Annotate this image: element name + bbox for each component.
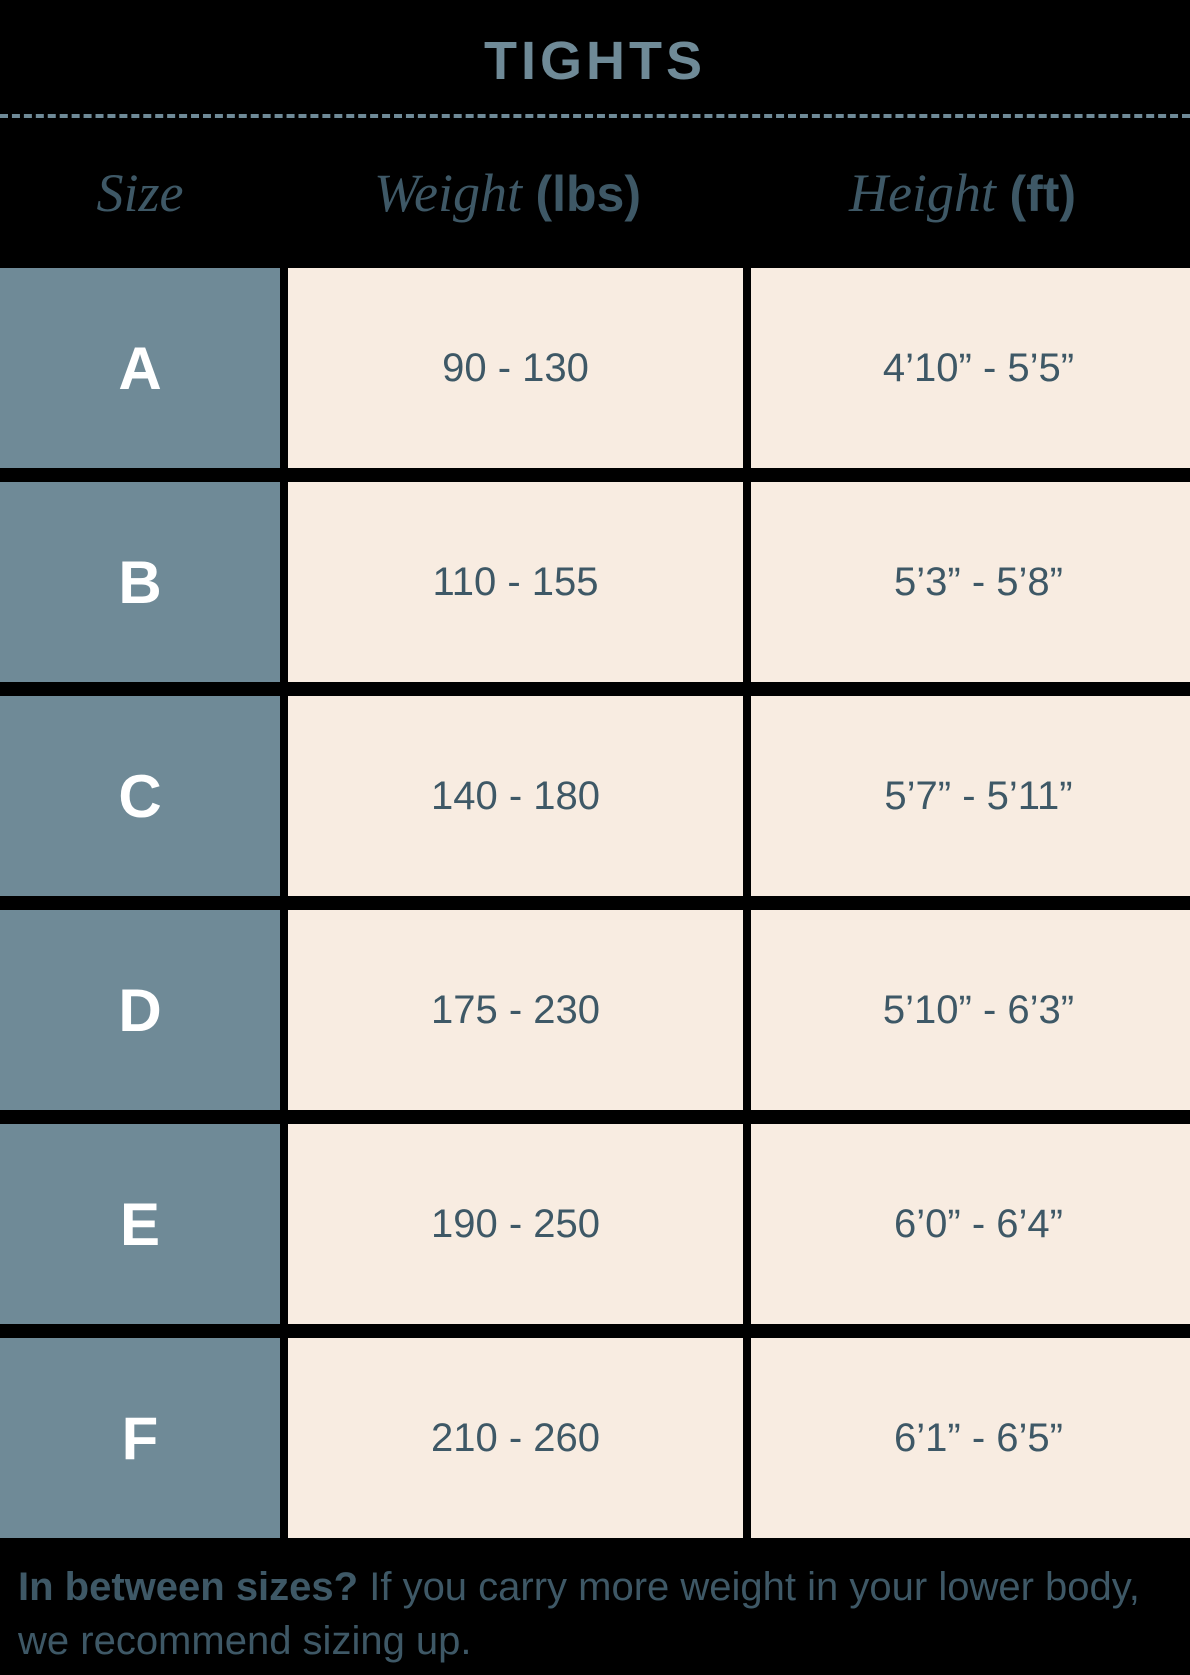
weight-cell: 110 - 155 <box>288 482 743 682</box>
height-cell: 5’7” - 5’11” <box>751 696 1190 896</box>
table-row: A 90 - 130 4’10” - 5’5” <box>0 268 1190 468</box>
table-row: E 190 - 250 6’0” - 6’4” <box>0 1124 1190 1324</box>
header-height-unit: (ft) <box>1009 166 1076 222</box>
table-row: F 210 - 260 6’1” - 6’5” <box>0 1338 1190 1538</box>
size-cell: F <box>0 1338 280 1538</box>
weight-cell: 210 - 260 <box>288 1338 743 1538</box>
chart-title: TIGHTS <box>0 0 1190 114</box>
header-weight-label: Weight <box>374 163 522 223</box>
height-cell: 6’0” - 6’4” <box>751 1124 1190 1324</box>
table-row: D 175 - 230 5’10” - 6’3” <box>0 910 1190 1110</box>
header-height: Height (ft) <box>735 162 1190 224</box>
weight-cell: 190 - 250 <box>288 1124 743 1324</box>
weight-cell: 90 - 130 <box>288 268 743 468</box>
header-weight: Weight (lbs) <box>280 162 735 224</box>
table-body: A 90 - 130 4’10” - 5’5” B 110 - 155 5’3”… <box>0 268 1190 1538</box>
weight-cell: 175 - 230 <box>288 910 743 1110</box>
height-cell: 6’1” - 6’5” <box>751 1338 1190 1538</box>
table-row: C 140 - 180 5’7” - 5’11” <box>0 696 1190 896</box>
header-row: Size Weight (lbs) Height (ft) <box>0 118 1190 268</box>
size-cell: C <box>0 696 280 896</box>
weight-cell: 140 - 180 <box>288 696 743 896</box>
header-weight-unit: (lbs) <box>535 166 641 222</box>
sizing-note-lead: In between sizes? <box>18 1565 358 1609</box>
header-size: Size <box>0 162 280 224</box>
table-row: B 110 - 155 5’3” - 5’8” <box>0 482 1190 682</box>
height-cell: 5’10” - 6’3” <box>751 910 1190 1110</box>
size-cell: D <box>0 910 280 1110</box>
height-cell: 4’10” - 5’5” <box>751 268 1190 468</box>
size-cell: B <box>0 482 280 682</box>
size-chart: TIGHTS Size Weight (lbs) Height (ft) A 9… <box>0 0 1190 1668</box>
header-height-label: Height <box>849 163 996 223</box>
sizing-note: In between sizes? If you carry more weig… <box>0 1538 1190 1668</box>
size-cell: E <box>0 1124 280 1324</box>
height-cell: 5’3” - 5’8” <box>751 482 1190 682</box>
size-cell: A <box>0 268 280 468</box>
